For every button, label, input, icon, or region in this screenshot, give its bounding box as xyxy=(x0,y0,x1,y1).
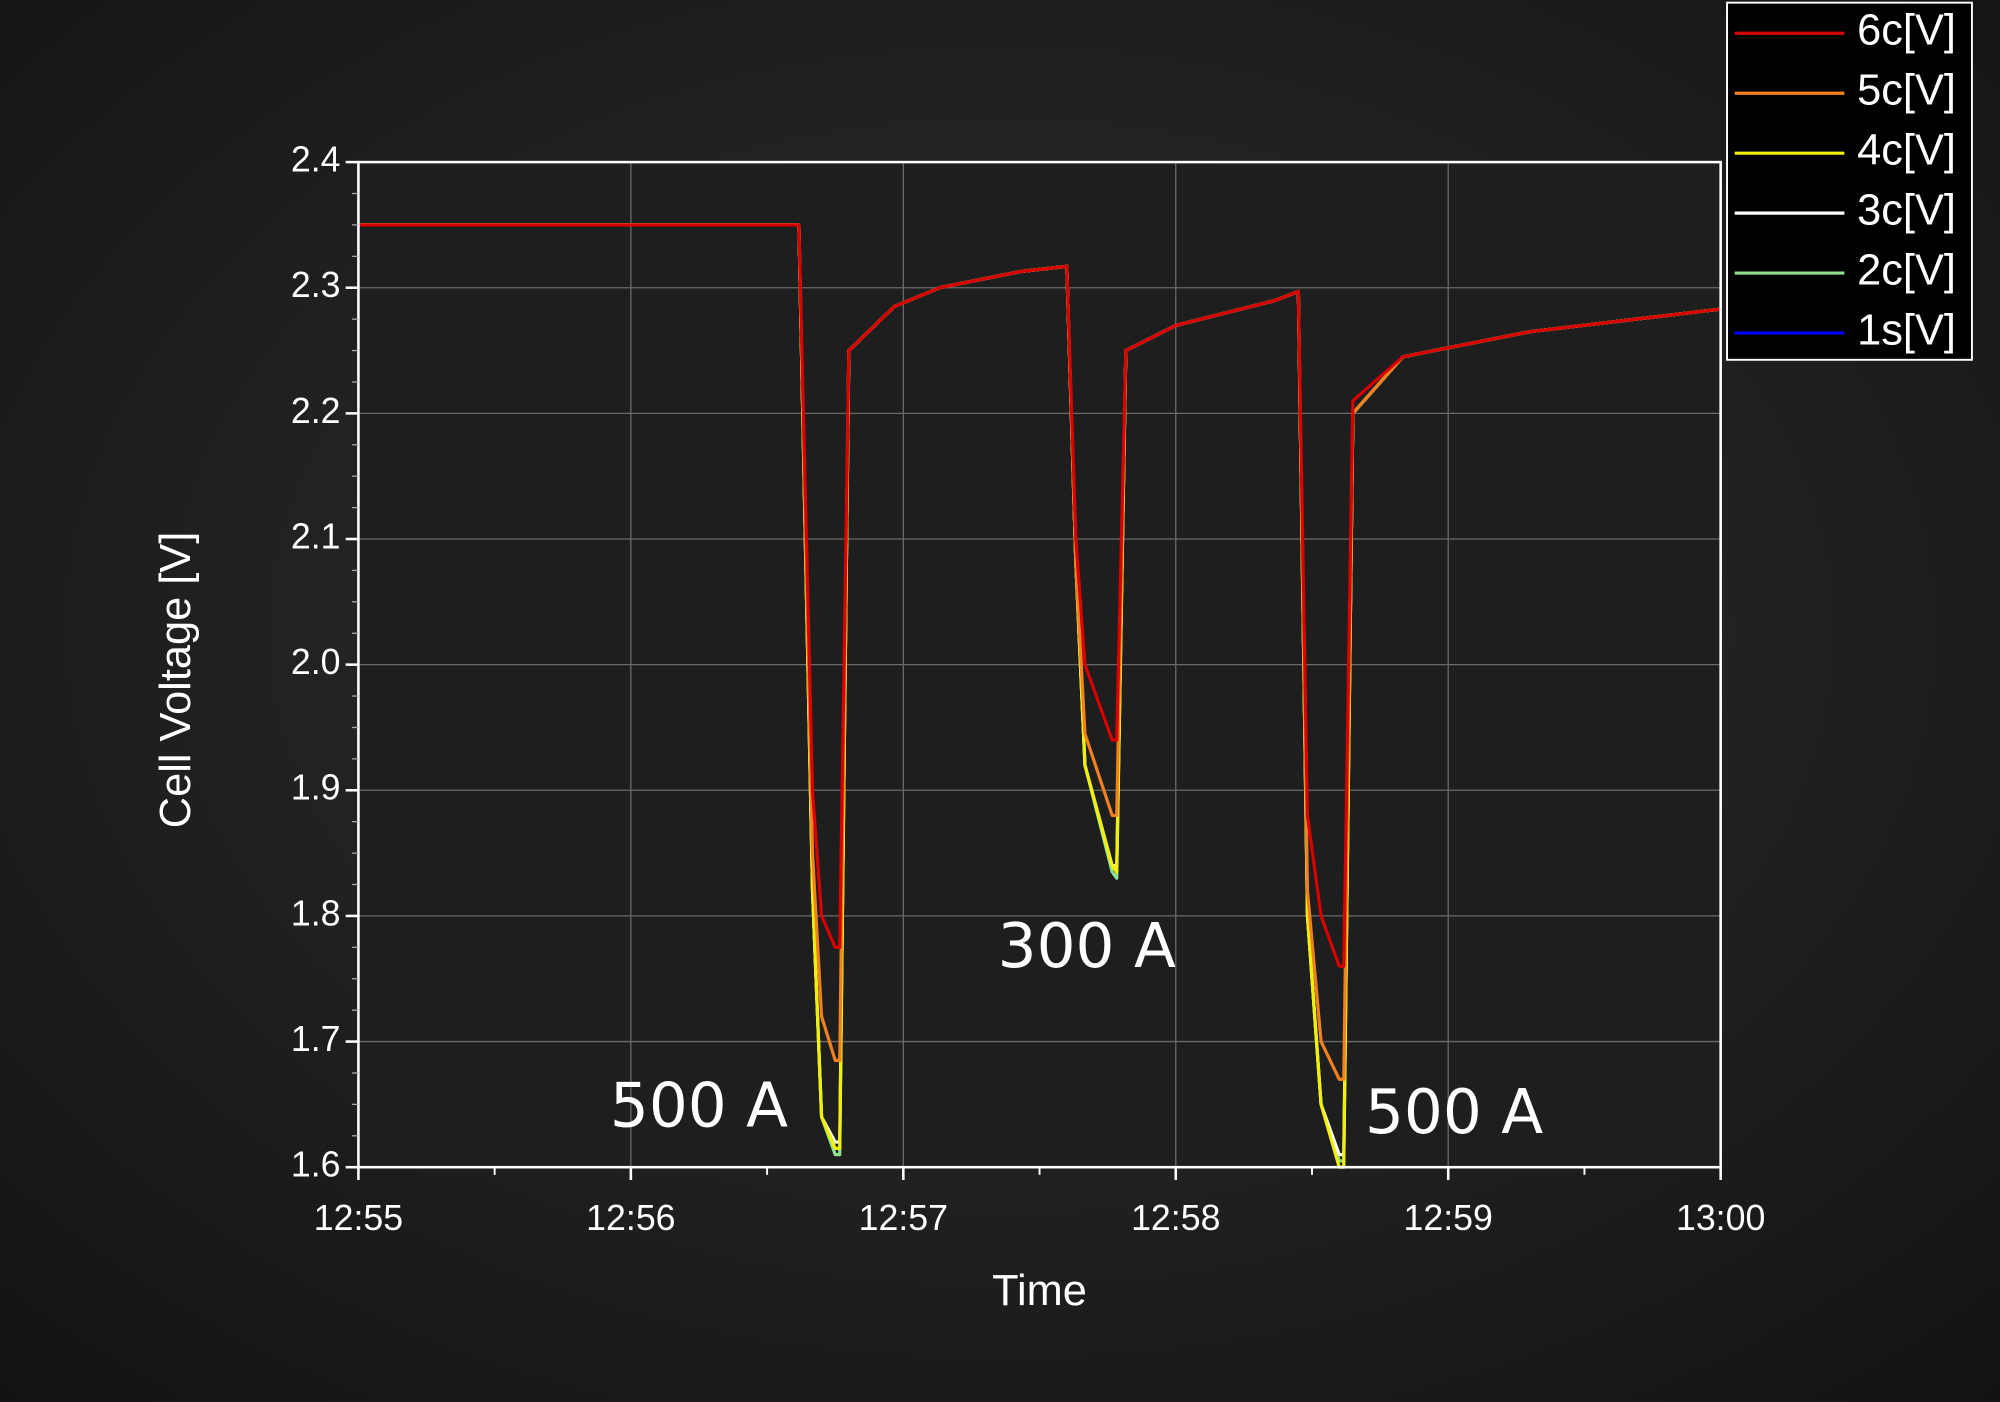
legend-label: 4c[V] xyxy=(1857,127,1956,175)
legend-box xyxy=(1726,1,1973,361)
y-axis-title: Cell Voltage [V] xyxy=(152,532,200,828)
y-tick-label: 1.8 xyxy=(291,893,341,933)
annotation: 500 A xyxy=(610,1070,788,1141)
x-tick-label: 12:57 xyxy=(859,1198,948,1238)
y-tick-label: 2.4 xyxy=(291,140,341,180)
x-tick-label: 12:56 xyxy=(586,1198,675,1238)
legend-label: 2c[V] xyxy=(1857,247,1956,295)
x-tick-label: 12:55 xyxy=(314,1198,403,1238)
legend-label: 3c[V] xyxy=(1857,187,1956,235)
y-tick-label: 1.9 xyxy=(291,768,341,808)
annotation: 300 A xyxy=(998,911,1176,982)
legend-label: 6c[V] xyxy=(1857,7,1956,55)
x-tick-label: 12:58 xyxy=(1131,1198,1220,1238)
x-tick-label: 13:00 xyxy=(1676,1198,1765,1238)
series-line xyxy=(358,223,1721,968)
y-tick-label: 2.1 xyxy=(291,516,341,556)
y-tick-label: 2.0 xyxy=(291,642,341,682)
legend-label: 5c[V] xyxy=(1857,67,1956,115)
legend-label: 1s[V] xyxy=(1857,306,1956,354)
y-tick-label: 1.7 xyxy=(291,1019,341,1059)
y-tick-label: 2.3 xyxy=(291,265,341,305)
x-axis-title: Time xyxy=(992,1267,1087,1315)
y-tick-label: 2.2 xyxy=(291,391,341,431)
x-tick-label: 12:59 xyxy=(1404,1198,1493,1238)
y-tick-label: 1.6 xyxy=(291,1145,341,1185)
series-line xyxy=(358,223,1721,1081)
annotation: 500 A xyxy=(1365,1077,1543,1148)
